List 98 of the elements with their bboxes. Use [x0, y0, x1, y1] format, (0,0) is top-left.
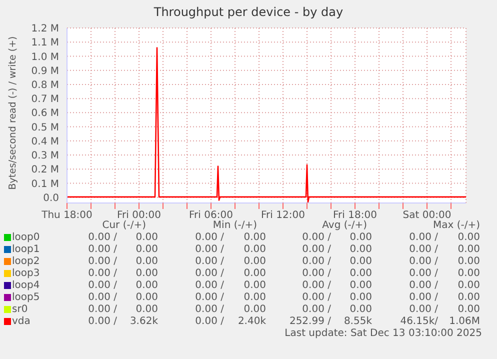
text: 0.00 / — [195, 280, 224, 291]
legend-label: vda — [11, 316, 30, 327]
text: 0.00 — [244, 232, 266, 243]
text: 0.00 / — [409, 244, 438, 255]
text: 0.00 / — [409, 232, 438, 243]
text: Max (-/+) — [432, 220, 480, 231]
y-tick-label: 0.5 M — [31, 122, 59, 134]
legend-label: loop5 — [11, 292, 40, 303]
legend-label: loop1 — [11, 244, 40, 255]
text: Cur (-/+) — [102, 220, 146, 231]
y-tick-label: 0.1 M — [31, 178, 59, 190]
x-tick-label: Sat 00:00 — [402, 210, 452, 222]
text: 0.00 — [350, 256, 372, 267]
text: 0.00 / — [88, 280, 117, 291]
y-tick-label: 0.0 — [43, 192, 59, 204]
legend-label: loop4 — [11, 280, 40, 291]
y-tick-label: 0.4 M — [31, 136, 59, 148]
text: 0.00 — [136, 304, 158, 315]
text: 0.00 / — [409, 292, 438, 303]
text: 0.00 / — [195, 256, 224, 267]
y-tick-label: 0.9 M — [31, 66, 59, 77]
text: 0.00 — [458, 244, 480, 255]
text: 0.00 / — [88, 232, 117, 243]
text: 0.00 / — [88, 268, 117, 279]
text: 0.00 / — [195, 268, 224, 279]
text: 0.00 — [350, 232, 372, 243]
text: 0.00 — [350, 304, 372, 315]
text: Avg (-/+) — [322, 220, 367, 231]
text: 0.00 / — [88, 304, 117, 315]
y-tick-label: 0.8 M — [31, 80, 59, 91]
legend-label: loop0 — [11, 232, 40, 243]
y-tick-label: 0.7 M — [31, 94, 59, 106]
x-tick-label: Fri 06:00 — [189, 210, 233, 222]
text: 0.00 / — [195, 304, 224, 315]
text: 0.00 — [136, 292, 158, 303]
text: 0.00 — [244, 256, 266, 267]
chart-title: Throughput per device - by day — [152, 5, 344, 19]
text: 2.40k — [238, 316, 266, 327]
text: 0.00 / — [302, 280, 331, 291]
legend-label: loop2 — [11, 256, 40, 267]
x-tick-label: Fri 00:00 — [117, 210, 161, 222]
text: 0.00 — [244, 304, 266, 315]
text: 0.00 — [136, 244, 158, 255]
text: 0.00 — [458, 232, 480, 243]
text: 3.62k — [130, 316, 158, 327]
text: 0.00 / — [409, 256, 438, 267]
x-tick-label: Thu 18:00 — [40, 210, 92, 222]
text: 46.15k/ — [400, 316, 438, 327]
y-tick-label: 1.1 M — [31, 38, 59, 49]
text: 0.00 / — [302, 292, 331, 303]
text: 0.00 / — [302, 232, 331, 243]
text: 0.00 / — [302, 304, 331, 315]
text: 0.00 — [244, 244, 266, 255]
text: 0.00 — [458, 304, 480, 315]
text: 0.00 / — [302, 256, 331, 267]
y-tick-label: 1.0 M — [31, 52, 59, 63]
text: 8.55k — [344, 316, 372, 327]
text: 0.00 — [244, 292, 266, 303]
text: 0.00 — [244, 268, 266, 279]
text: 1.06M — [449, 316, 480, 327]
text: Last update: Sat Dec 13 03:10:00 2025 — [284, 328, 482, 339]
y-tick-label: 0.6 M — [31, 108, 59, 120]
text: 0.00 — [350, 268, 372, 279]
text: 0.00 / — [302, 244, 331, 255]
text: 0.00 — [458, 256, 480, 267]
text: 0.00 / — [409, 304, 438, 315]
text: 252.99 / — [289, 316, 331, 327]
text: 0.00 — [350, 292, 372, 303]
text: 0.00 / — [302, 268, 331, 279]
y-axis-title: Bytes/second read (-) / write (+) — [8, 36, 18, 190]
text: 0.00 / — [195, 244, 224, 255]
text: 0.00 — [136, 280, 158, 291]
x-tick-label: Fri 12:00 — [261, 210, 305, 222]
text: 0.00 / — [195, 316, 224, 327]
text: 0.00 / — [88, 292, 117, 303]
y-tick-label: 0.2 M — [31, 164, 59, 176]
legend-label: sr0 — [11, 304, 28, 315]
text: 0.00 — [136, 256, 158, 267]
text: 0.00 / — [195, 292, 224, 303]
text: 0.00 — [458, 280, 480, 291]
text: 0.00 — [458, 268, 480, 279]
legend-label: loop3 — [11, 268, 40, 279]
text: 0.00 — [244, 280, 266, 291]
text: Min (-/+) — [212, 220, 257, 231]
text: 0.00 / — [409, 280, 438, 291]
text: 0.00 — [136, 268, 158, 279]
text: 0.00 / — [88, 256, 117, 267]
text: 0.00 — [136, 232, 158, 243]
text: 0.00 — [350, 280, 372, 291]
text: 0.00 — [458, 292, 480, 303]
text: 0.00 / — [195, 232, 224, 243]
y-tick-label: 1.2 M — [31, 24, 59, 35]
y-tick-label: 0.3 M — [31, 150, 59, 162]
text: 0.00 — [350, 244, 372, 255]
text: 0.00 / — [88, 244, 117, 255]
text: 0.00 / — [88, 316, 117, 327]
x-tick-label: Fri 18:00 — [333, 210, 377, 222]
text: 0.00 / — [409, 268, 438, 279]
